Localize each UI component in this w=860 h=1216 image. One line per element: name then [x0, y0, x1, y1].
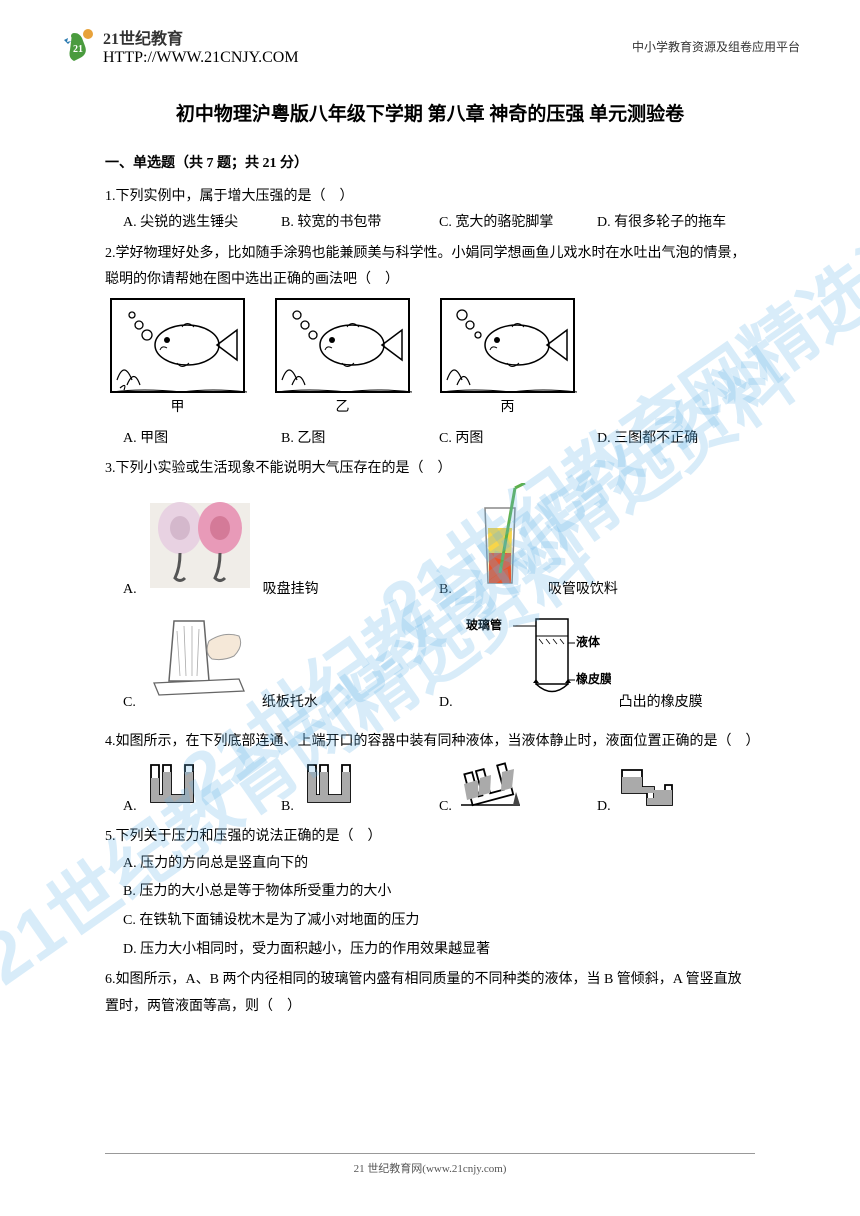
q5-text: 5.下列关于压力和压强的说法正确的是（ ） — [105, 824, 755, 851]
q1-opt-d: D. 有很多轮子的拖车 — [597, 210, 755, 237]
page-header: 21 21世纪教育 HTTP://WWW.21CNJY.COM 中小学教育资源及… — [0, 0, 860, 77]
q2-opt-b: B. 乙图 — [281, 426, 439, 453]
q3-opt-b: B. 吸管吸饮料 — [439, 483, 755, 604]
svg-text:玻璃管: 玻璃管 — [466, 617, 502, 632]
footer-text: 21 世纪教育网(www.21cnjy.com) — [354, 1163, 507, 1175]
content: 初中物理沪粤版八年级下学期 第八章 神奇的压强 单元测验卷 一、单选题（共 7 … — [0, 77, 860, 1020]
logo: 21 21世纪教育 HTTP://WWW.21CNJY.COM — [60, 25, 299, 67]
q2-caption-3: 丙 — [440, 395, 575, 422]
q5-opt-d: D. 压力大小相同时，受力面积越小，压力的作用效果越显著 — [123, 937, 755, 964]
q2-opt-c: C. 丙图 — [439, 426, 597, 453]
q4-opt-b: B. — [281, 760, 439, 821]
q6-text-2: 置时，两管液面等高，则（ ） — [105, 994, 755, 1021]
q1-opt-b: B. 较宽的书包带 — [281, 210, 439, 237]
logo-cn: 21世纪教育 — [103, 25, 299, 49]
q4-opt-c: C. — [439, 760, 597, 821]
q2-figure-3: 丙 — [440, 298, 575, 422]
section-header: 一、单选题（共 7 题；共 21 分） — [105, 151, 755, 178]
question-6: 6.如图所示，A、B 两个内径相同的玻璃管内盛有相同质量的不同种类的液体，当 B… — [105, 967, 755, 1020]
q2-figure-2: 乙 — [275, 298, 410, 422]
q1-text: 1.下列实例中，属于增大压强的是（ ） — [105, 184, 755, 211]
svg-text:橡皮膜: 橡皮膜 — [576, 671, 611, 686]
q5-opt-a: A. 压力的方向总是竖直向下的 — [123, 851, 755, 878]
q2-text-1: 2.学好物理好处多，比如随手涂鸦也能兼顾美与科学性。小娟同学想画鱼儿戏水时在水吐… — [105, 241, 755, 268]
q1-opt-a: A. 尖锐的逃生锤尖 — [123, 210, 281, 237]
q3-opt-d: D. 玻璃管 液体 橡皮膜 — [439, 611, 755, 717]
q2-opt-d: D. 三图都不正确 — [597, 426, 755, 453]
question-1: 1.下列实例中，属于增大压强的是（ ） A. 尖锐的逃生锤尖 B. 较宽的书包带… — [105, 184, 755, 237]
svg-text:液体: 液体 — [576, 634, 601, 649]
question-3: 3.下列小实验或生活现象不能说明大气压存在的是（ ） A. 吸盘挂钩 — [105, 456, 755, 725]
q2-opt-a: A. 甲图 — [123, 426, 281, 453]
q3-opt-c: C. 纸板托水 — [123, 611, 439, 717]
header-right: 中小学教育资源及组卷应用平台 — [632, 38, 800, 55]
question-4: 4.如图所示，在下列底部连通、上端开口的容器中装有同种液体，当液体静止时，液面位… — [105, 729, 755, 820]
q3-text: 3.下列小实验或生活现象不能说明大气压存在的是（ ） — [105, 456, 755, 483]
page-footer: 21 世纪教育网(www.21cnjy.com) — [0, 1153, 860, 1176]
q4-opt-a: A. — [123, 760, 281, 821]
paper-title: 初中物理沪粤版八年级下学期 第八章 神奇的压强 单元测验卷 — [105, 97, 755, 133]
q4-opt-d: D. — [597, 760, 755, 821]
q2-figure-1: 甲 — [110, 298, 245, 422]
question-5: 5.下列关于压力和压强的说法正确的是（ ） A. 压力的方向总是竖直向下的 B.… — [105, 824, 755, 963]
question-2: 2.学好物理好处多，比如随手涂鸦也能兼顾美与科学性。小娟同学想画鱼儿戏水时在水吐… — [105, 241, 755, 452]
q5-opt-b: B. 压力的大小总是等于物体所受重力的大小 — [123, 879, 755, 906]
svg-text:21: 21 — [73, 44, 83, 55]
q6-text-1: 6.如图所示，A、B 两个内径相同的玻璃管内盛有相同质量的不同种类的液体，当 B… — [105, 967, 755, 994]
q1-opt-c: C. 宽大的骆驼脚掌 — [439, 210, 597, 237]
q2-caption-2: 乙 — [275, 395, 410, 422]
q4-text: 4.如图所示，在下列底部连通、上端开口的容器中装有同种液体，当液体静止时，液面位… — [105, 729, 755, 756]
logo-icon: 21 — [60, 26, 100, 66]
q5-opt-c: C. 在铁轨下面铺设枕木是为了减小对地面的压力 — [123, 908, 755, 935]
q2-caption-1: 甲 — [110, 395, 245, 422]
logo-en: HTTP://WWW.21CNJY.COM — [103, 49, 299, 67]
q3-opt-a: A. 吸盘挂钩 — [123, 483, 439, 604]
q2-text-2: 聪明的你请帮她在图中选出正确的画法吧（ ） — [105, 267, 755, 294]
